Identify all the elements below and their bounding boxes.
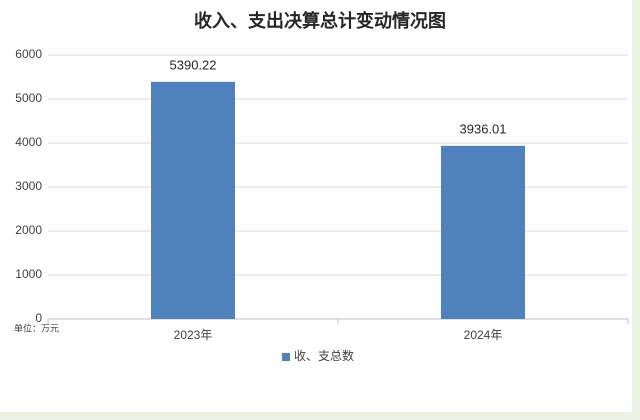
data-label: 5390.22 (170, 57, 217, 72)
bar (151, 81, 235, 319)
y-tick-label: 4000 (15, 135, 42, 149)
y-tick-label: 5000 (15, 91, 42, 105)
y-axis-label: 单位：万元 (14, 322, 59, 333)
bar (441, 145, 525, 319)
chart-title: 收入、支出决算总计变动情况图 (194, 10, 446, 31)
y-tick-label: 0 (35, 311, 42, 325)
x-tick-label: 2023年 (174, 328, 213, 342)
y-tick-label: 6000 (15, 47, 42, 61)
data-label: 3936.01 (460, 121, 507, 136)
legend-label: 收、支总数 (294, 348, 354, 363)
x-tick-label: 2024年 (464, 328, 503, 342)
y-tick-label: 1000 (15, 267, 42, 281)
y-tick-label: 3000 (15, 179, 42, 193)
chart-background (0, 0, 632, 412)
legend-swatch (282, 353, 290, 361)
y-tick-label: 2000 (15, 223, 42, 237)
